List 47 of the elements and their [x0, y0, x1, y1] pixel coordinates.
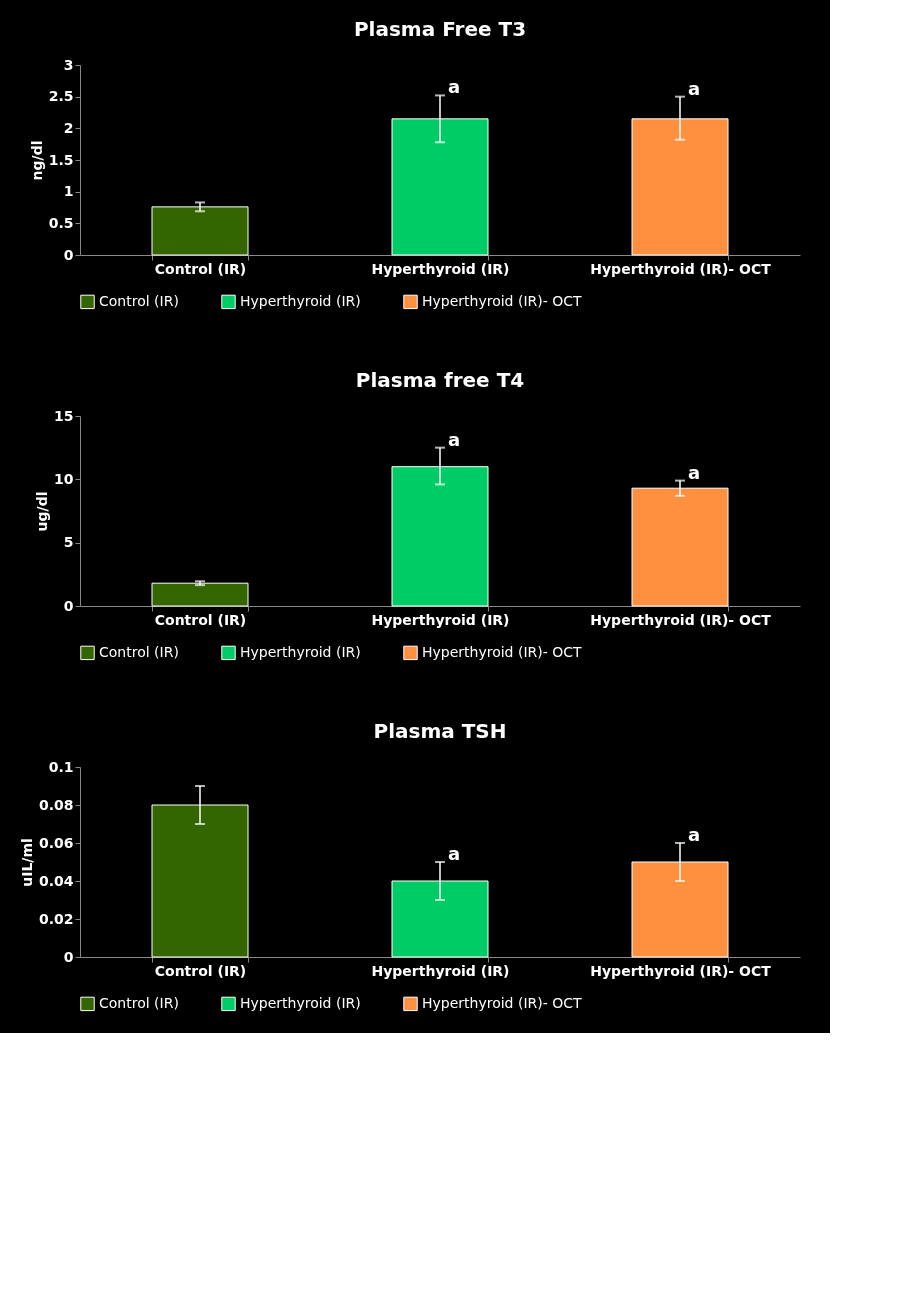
y-tick-label: 0.06	[38, 834, 74, 851]
chart-title: Plasma free T4	[355, 368, 525, 392]
y-tick-label: 1	[63, 183, 74, 200]
y-tick-label: 0	[63, 246, 74, 263]
chart-title: Plasma TSH	[373, 719, 507, 743]
annotation: a	[447, 843, 461, 864]
annotation: a	[447, 76, 461, 98]
y-tick-label: 0.02	[38, 910, 74, 927]
legend-label: Hyperthyroid (IR)- OCT	[422, 643, 583, 660]
legend-label: Control (IR)	[99, 292, 179, 309]
chart-title: Plasma Free T3	[353, 17, 527, 41]
legend-label: Hyperthyroid (IR)- OCT	[422, 994, 583, 1011]
y-tick-label: 15	[54, 407, 74, 424]
y-axis-title: uIL/ml	[18, 838, 35, 887]
legend-label: Hyperthyroid (IR)	[240, 292, 361, 309]
y-tick-label: 2.5	[48, 88, 74, 105]
y-tick-label: 0.1	[48, 758, 74, 775]
x-tick-label: Hyperthyroid (IR)- OCT	[590, 962, 772, 979]
y-tick-label: 0.04	[38, 872, 74, 889]
annotation: a	[687, 77, 701, 99]
y-tick-label: 1.5	[48, 151, 74, 168]
y-tick-label: 10	[54, 470, 74, 487]
x-tick-label: Hyperthyroid (IR)	[371, 962, 510, 979]
annotation: a	[447, 428, 461, 450]
legend-label: Hyperthyroid (IR)	[240, 643, 361, 660]
y-tick-label: 0.5	[48, 214, 74, 231]
y-tick-label: 3	[63, 56, 74, 73]
x-tick-label: Control (IR)	[154, 611, 247, 628]
x-tick-label: Hyperthyroid (IR)- OCT	[590, 260, 772, 277]
legend-label: Control (IR)	[99, 994, 179, 1011]
y-axis-title: ug/dl	[34, 491, 51, 532]
y-tick-label: 0	[63, 597, 74, 614]
y-tick-label: 5	[63, 534, 74, 551]
x-tick-label: Hyperthyroid (IR)	[371, 611, 510, 628]
y-tick-label: 0.08	[38, 796, 74, 813]
legend-label: Hyperthyroid (IR)	[240, 994, 361, 1011]
legend-label: Hyperthyroid (IR)- OCT	[422, 292, 583, 309]
legend-label: Control (IR)	[99, 643, 179, 660]
y-tick-label: 2	[63, 119, 74, 136]
annotation: a	[687, 824, 701, 845]
x-tick-label: Hyperthyroid (IR)	[371, 260, 510, 277]
x-tick-label: Control (IR)	[154, 962, 247, 979]
x-tick-label: Control (IR)	[154, 260, 247, 277]
y-tick-label: 0	[63, 948, 74, 965]
y-axis-title: ng/dl	[28, 140, 45, 181]
annotation: a	[687, 461, 701, 483]
x-tick-label: Hyperthyroid (IR)- OCT	[590, 611, 772, 628]
